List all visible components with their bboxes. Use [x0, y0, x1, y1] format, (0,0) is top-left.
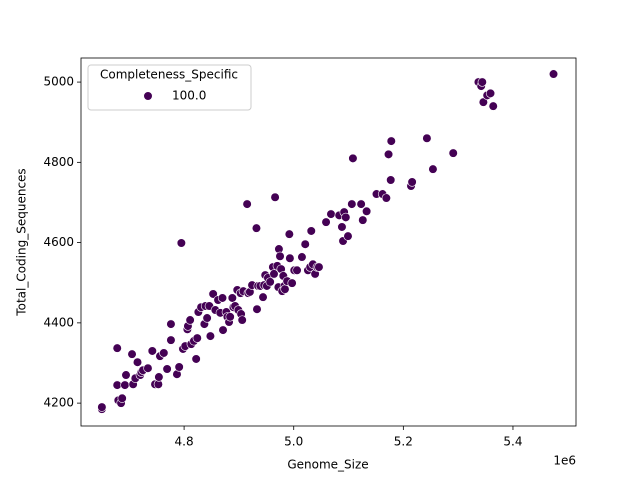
point [321, 217, 331, 227]
point [227, 293, 237, 303]
point [407, 177, 417, 187]
point [337, 222, 347, 232]
point [358, 215, 368, 225]
point [300, 239, 310, 249]
point [174, 362, 184, 372]
point [326, 209, 336, 219]
point [154, 372, 164, 382]
y-tick-label: 4200 [43, 396, 74, 410]
point [191, 354, 201, 364]
y-tick-label: 5000 [43, 75, 74, 89]
point [208, 289, 218, 299]
legend-box [87, 64, 252, 111]
legend-label: 100.0 [172, 89, 206, 103]
point [162, 364, 172, 374]
point [120, 380, 130, 390]
point [548, 69, 559, 79]
point [132, 357, 143, 367]
point [192, 333, 202, 343]
point [448, 148, 458, 158]
point [428, 164, 438, 174]
plot-frame [80, 57, 577, 427]
point [117, 393, 127, 403]
point [287, 278, 297, 288]
x-tick-label: 4.8 [175, 435, 194, 449]
point [258, 292, 268, 302]
point [343, 231, 353, 241]
x-axis-label: Genome_Size [287, 458, 368, 472]
point [477, 77, 487, 87]
point [381, 193, 391, 203]
point [112, 343, 122, 353]
point [292, 265, 302, 275]
point [488, 101, 498, 111]
point [251, 223, 262, 233]
point [205, 331, 216, 341]
point [280, 284, 290, 294]
point [275, 251, 285, 261]
y-axis-label: Total_Coding_Sequences [15, 168, 29, 316]
y-tick-label: 4800 [43, 155, 74, 169]
point [386, 136, 396, 146]
point [341, 212, 351, 222]
point [185, 315, 195, 325]
point [112, 380, 122, 390]
point [485, 88, 496, 98]
point [297, 252, 307, 262]
point [386, 175, 396, 185]
point [314, 262, 324, 272]
point [147, 346, 157, 356]
x-offset-text: 1e6 [553, 454, 576, 468]
point [97, 402, 107, 412]
point [202, 313, 212, 323]
point [284, 229, 294, 239]
x-tick-label: 5.0 [284, 435, 303, 449]
point [159, 348, 169, 358]
point [166, 319, 176, 329]
point [166, 335, 176, 345]
point [143, 363, 153, 373]
point [121, 370, 131, 380]
point [237, 315, 247, 325]
point [348, 153, 358, 163]
y-tick-label: 4400 [43, 315, 74, 329]
legend-marker [143, 91, 153, 101]
legend-title: Completeness_Specific [100, 68, 238, 82]
x-tick-label: 5.2 [394, 435, 413, 449]
y-tick-label: 4600 [43, 235, 74, 249]
point [347, 199, 357, 209]
point [356, 199, 366, 209]
point [217, 293, 228, 303]
point [306, 226, 316, 236]
point [269, 269, 279, 279]
point [242, 199, 252, 209]
point [362, 206, 372, 216]
point [127, 349, 137, 359]
point [265, 277, 275, 287]
point [252, 304, 262, 314]
point [285, 253, 295, 263]
point [270, 192, 280, 202]
point [176, 238, 186, 248]
x-tick-label: 5.4 [503, 435, 522, 449]
point [422, 133, 432, 143]
point [225, 312, 235, 322]
point [383, 149, 394, 159]
point [218, 325, 228, 335]
